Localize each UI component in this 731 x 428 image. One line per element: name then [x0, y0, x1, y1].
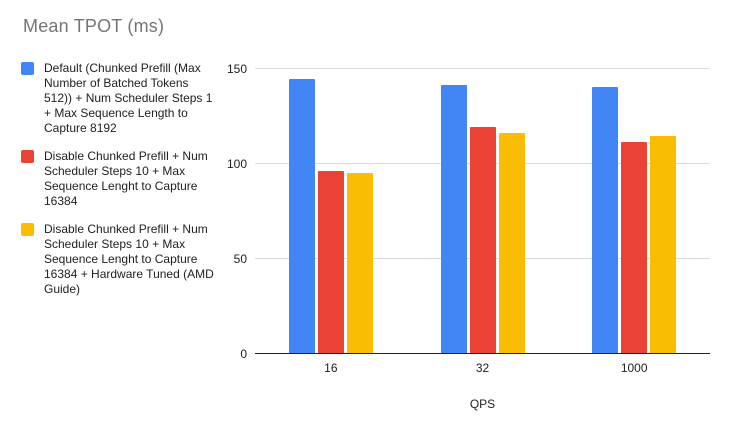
bar-groups — [255, 54, 710, 353]
legend-item: Disable Chunked Prefill + Num Scheduler … — [21, 149, 221, 209]
legend-label: Disable Chunked Prefill + Num Scheduler … — [44, 149, 208, 208]
bar — [317, 170, 344, 353]
bar — [592, 87, 619, 353]
plot-area: 0 50 100 150 — [227, 54, 710, 361]
bar — [288, 79, 315, 353]
legend-swatch — [21, 150, 34, 163]
bar-group — [407, 54, 559, 353]
legend-swatch — [21, 223, 34, 236]
x-axis-tick-label: 1000 — [620, 361, 648, 375]
bar — [469, 126, 496, 353]
gridline — [255, 68, 710, 69]
bar-group — [558, 54, 710, 353]
x-axis: 16 32 1000 — [255, 361, 710, 375]
bar — [440, 85, 467, 353]
y-axis-tick-label: 150 — [226, 62, 247, 76]
bar-group — [255, 54, 407, 353]
legend-item: Default (Chunked Prefill (Max Number of … — [21, 61, 221, 136]
bar — [650, 136, 677, 353]
x-axis-tick-label: 32 — [475, 361, 490, 375]
bar — [346, 172, 373, 353]
plot-wrap: 0 50 100 150 16 32 1000 QPS — [227, 54, 710, 411]
y-axis-tick-label: 50 — [233, 252, 247, 266]
x-axis-title: QPS — [469, 397, 496, 411]
y-axis-tick-label: 0 — [240, 347, 247, 361]
x-axis-line — [255, 353, 710, 354]
legend-item: Disable Chunked Prefill + Num Scheduler … — [21, 222, 221, 297]
legend: Default (Chunked Prefill (Max Number of … — [21, 61, 221, 310]
y-axis-tick-label: 100 — [226, 157, 247, 171]
legend-label: Disable Chunked Prefill + Num Scheduler … — [44, 222, 214, 296]
bar — [498, 132, 525, 353]
chart-title: Mean TPOT (ms) — [23, 16, 165, 36]
legend-swatch — [21, 62, 34, 75]
x-axis-tick-label: 16 — [324, 361, 338, 375]
legend-label: Default (Chunked Prefill (Max Number of … — [44, 61, 213, 135]
bar — [621, 142, 648, 353]
